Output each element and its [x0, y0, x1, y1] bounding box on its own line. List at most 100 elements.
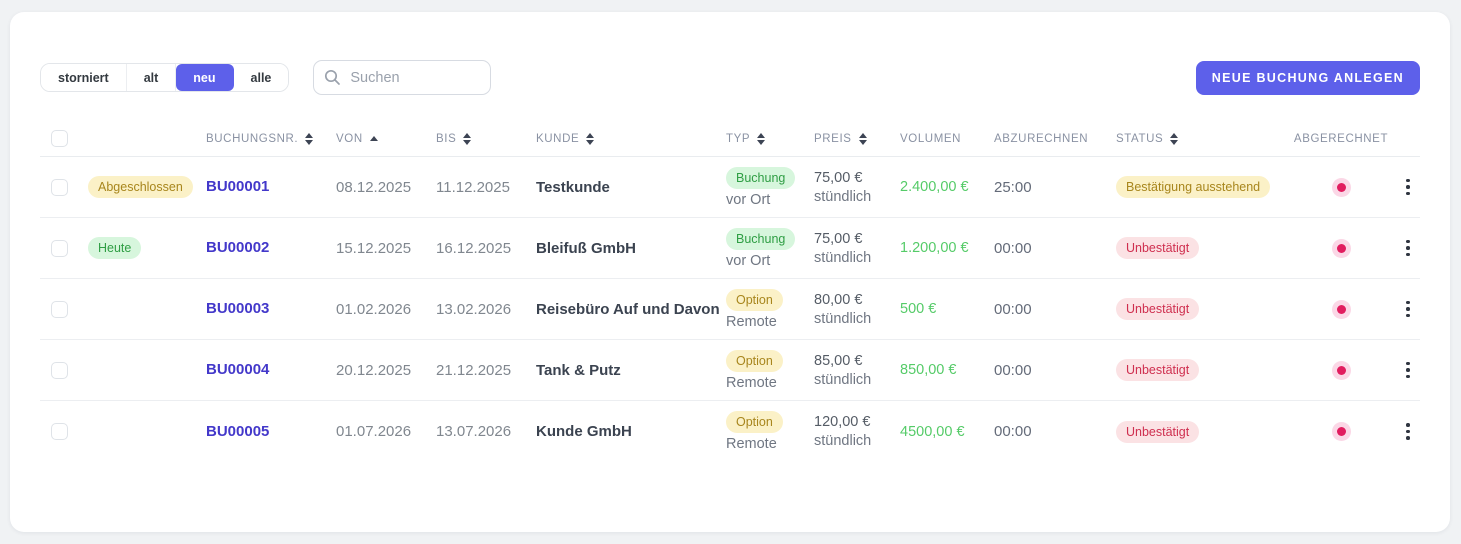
booking-number-link[interactable]: BU00005 [206, 422, 270, 440]
price-unit: stündlich [814, 188, 872, 205]
column-header-label: KUNDE [536, 132, 580, 145]
sort-icon[interactable] [586, 132, 595, 145]
customer-name: Testkunde [536, 178, 610, 196]
table-row: BU00005 01.07.2026 13.07.2026 Kunde GmbH… [40, 401, 1420, 462]
billed-indicator-halo [1331, 360, 1351, 380]
filter-button-storniert[interactable]: storniert [41, 64, 127, 91]
row-actions-kebab-menu[interactable] [1402, 419, 1414, 444]
row-actions-kebab-menu[interactable] [1402, 297, 1414, 322]
billed-indicator-dot [1336, 365, 1346, 375]
row-actions-kebab-menu[interactable] [1402, 175, 1414, 200]
table-row: BU00004 20.12.2025 21.12.2025 Tank & Put… [40, 340, 1420, 401]
price-unit: stündlich [814, 371, 872, 388]
sort-icon[interactable] [1170, 132, 1179, 145]
status-badge: Unbestätigt [1116, 359, 1200, 381]
price-amount: 75,00 € [814, 169, 863, 186]
select-all-checkbox[interactable] [51, 130, 68, 147]
billable-time: 00:00 [994, 361, 1032, 379]
bookings-table: BUCHUNGSNR. VON BIS KUNDE TYP PREIS VOLUMEN ABZ… [40, 121, 1420, 462]
type-location: Remote [726, 374, 777, 391]
price-amount: 85,00 € [814, 352, 863, 369]
date-from: 08.12.2025 [336, 178, 412, 196]
date-to: 16.12.2025 [436, 239, 512, 257]
booking-number-link[interactable]: BU00002 [206, 239, 270, 256]
table-header-row: BUCHUNGSNR. VON BIS KUNDE TYP PREIS VOLUMEN ABZ… [40, 121, 1420, 157]
billable-time: 00:00 [994, 300, 1032, 318]
sort-icon[interactable] [305, 132, 314, 145]
type-badge: Buchung [726, 227, 796, 250]
column-header-abzurechnen: ABZURECHNEN [994, 133, 1116, 145]
column-header-label: PREIS [814, 132, 852, 145]
volume-amount: 500 € [900, 301, 937, 317]
booking-number-link[interactable]: BU00003 [206, 300, 270, 317]
row-state-badge: Abgeschlossen [88, 176, 193, 198]
date-to: 11.12.2025 [436, 178, 510, 196]
search-input[interactable] [350, 69, 481, 86]
sort-icon[interactable] [757, 132, 766, 145]
customer-name: Kunde GmbH [536, 423, 632, 440]
filter-button-alt[interactable]: alt [126, 64, 177, 91]
type-location: vor Ort [726, 252, 771, 269]
billed-indicator-dot [1336, 182, 1346, 192]
row-checkbox[interactable] [51, 361, 68, 379]
column-header-abgerechnet: ABGERECHNET [1286, 133, 1396, 145]
price-amount: 75,00 € [814, 230, 863, 247]
price-unit: stündlich [814, 310, 872, 327]
price-amount: 80,00 € [814, 291, 863, 308]
type-location: vor Ort [726, 191, 771, 208]
billable-time: 00:00 [994, 423, 1032, 440]
volume-amount: 1.200,00 € [900, 240, 969, 256]
column-header-label: BIS [436, 132, 457, 145]
customer-name: Reisebüro Auf und Davon [536, 300, 720, 318]
billed-indicator-dot [1336, 304, 1346, 314]
billed-indicator-dot [1336, 243, 1346, 253]
column-header-preis[interactable]: PREIS [814, 132, 900, 145]
table-body: Abgeschlossen BU00001 08.12.2025 11.12.2… [40, 157, 1420, 462]
column-header-label: ABZURECHNEN [994, 132, 1089, 145]
type-badge: Buchung [726, 166, 796, 189]
billed-indicator-halo [1331, 299, 1351, 319]
column-header-status[interactable]: STATUS [1116, 132, 1286, 145]
volume-amount: 4500,00 € [900, 423, 965, 440]
new-booking-button[interactable]: NEUE BUCHUNG ANLEGEN [1195, 60, 1420, 95]
column-header-kunde[interactable]: KUNDE [536, 132, 726, 145]
price-unit: stündlich [814, 433, 872, 449]
booking-number-link[interactable]: BU00004 [206, 361, 270, 378]
date-from: 15.12.2025 [336, 239, 412, 257]
column-header-label: STATUS [1116, 132, 1164, 145]
billed-indicator-halo [1331, 238, 1351, 258]
column-header-label: TYP [726, 132, 751, 145]
status-badge: Unbestätigt [1116, 420, 1200, 443]
table-row: BU00003 01.02.2026 13.02.2026 Reisebüro … [40, 279, 1420, 340]
price-amount: 120,00 € [814, 414, 871, 430]
date-to: 21.12.2025 [436, 361, 512, 379]
sort-ascending-icon[interactable] [369, 136, 378, 141]
column-header-bis[interactable]: BIS [436, 132, 536, 145]
sort-icon[interactable] [463, 132, 472, 145]
search-field[interactable] [313, 60, 492, 95]
row-checkbox[interactable] [51, 239, 68, 257]
status-badge: Unbestätigt [1116, 237, 1200, 259]
filter-button-alle[interactable]: alle [233, 64, 289, 91]
sort-icon[interactable] [858, 132, 867, 145]
column-header-typ[interactable]: TYP [726, 132, 814, 145]
row-actions-kebab-menu[interactable] [1402, 236, 1414, 261]
customer-name: Tank & Putz [536, 361, 621, 379]
billed-indicator-halo [1331, 422, 1351, 441]
filter-button-neu[interactable]: neu [176, 64, 234, 91]
column-header-buchungsnr[interactable]: BUCHUNGSNR. [206, 132, 336, 145]
date-from: 20.12.2025 [336, 361, 412, 379]
billed-indicator-halo [1331, 177, 1351, 197]
date-from: 01.07.2026 [336, 423, 412, 440]
date-to: 13.07.2026 [436, 423, 512, 440]
type-badge: Option [726, 349, 783, 372]
price-unit: stündlich [814, 249, 872, 266]
row-checkbox[interactable] [51, 423, 68, 440]
column-header-von[interactable]: VON [336, 133, 436, 145]
row-actions-kebab-menu[interactable] [1402, 358, 1414, 383]
column-header-label: VOLUMEN [900, 132, 962, 145]
row-checkbox[interactable] [51, 178, 68, 196]
booking-number-link[interactable]: BU00001 [206, 178, 270, 195]
row-checkbox[interactable] [51, 300, 68, 318]
